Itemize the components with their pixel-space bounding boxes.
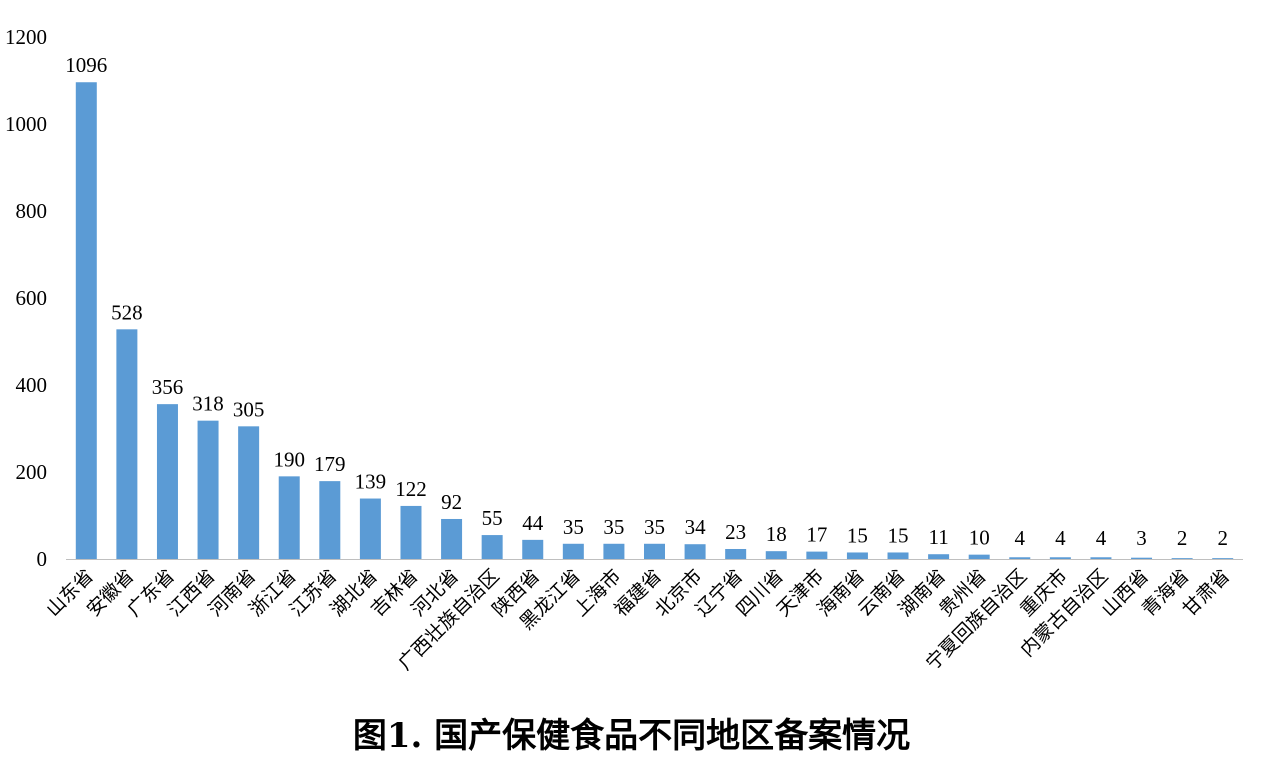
- bars-group: [75, 82, 1234, 560]
- y-tick-label: 600: [16, 286, 48, 310]
- bar: [278, 476, 300, 559]
- category-labels-group: 山东省安徽省广东省江西省河南省浙江省江苏省湖北省吉林省河北省广西壮族自治区陕西省…: [42, 565, 1234, 675]
- bar: [359, 498, 381, 559]
- bar: [116, 329, 138, 559]
- data-label: 179: [314, 452, 346, 476]
- data-label: 190: [273, 447, 305, 471]
- data-label: 318: [192, 392, 224, 416]
- chart-title: 图1. 国产保健食品不同地区备案情况: [352, 716, 911, 756]
- data-label: 3: [1136, 526, 1147, 550]
- bar: [319, 481, 341, 559]
- bar: [156, 404, 178, 559]
- bar: [806, 551, 828, 559]
- bar: [562, 543, 584, 559]
- y-tick-label: 200: [16, 460, 48, 484]
- bar: [887, 552, 909, 559]
- bar: [1131, 557, 1153, 559]
- data-label: 10: [969, 526, 990, 550]
- data-label: 2: [1217, 526, 1228, 550]
- y-tick-label: 0: [37, 547, 48, 571]
- data-label: 139: [355, 470, 387, 494]
- bar: [928, 554, 950, 559]
- bar: [522, 539, 544, 559]
- data-label: 44: [522, 511, 544, 535]
- bar: [441, 518, 463, 559]
- data-label: 1096: [65, 53, 107, 77]
- data-label: 4: [1015, 526, 1026, 550]
- data-label: 34: [685, 515, 707, 539]
- data-label: 4: [1096, 526, 1107, 550]
- data-label: 35: [603, 515, 624, 539]
- y-tick-label: 800: [16, 199, 48, 223]
- data-label: 18: [766, 522, 787, 546]
- category-label: 甘肃省: [1178, 565, 1234, 621]
- data-label: 4: [1055, 526, 1066, 550]
- bar: [238, 426, 260, 559]
- data-label: 35: [644, 515, 665, 539]
- data-label: 55: [482, 506, 503, 530]
- bar: [1171, 558, 1193, 559]
- data-label: 15: [888, 523, 909, 547]
- data-label: 23: [725, 520, 746, 544]
- bar: [1212, 558, 1234, 559]
- bar: [684, 544, 706, 559]
- data-label: 122: [395, 477, 427, 501]
- bar: [968, 554, 990, 559]
- y-tick-label: 400: [16, 373, 48, 397]
- y-tick-label: 1200: [5, 25, 47, 49]
- bar: [197, 420, 219, 559]
- bar: [400, 505, 422, 559]
- bar: [1049, 557, 1071, 559]
- bar: [603, 543, 625, 559]
- data-label: 305: [233, 397, 265, 421]
- bar: [481, 535, 503, 559]
- data-label: 17: [806, 523, 827, 547]
- bar: [1009, 557, 1031, 559]
- data-label: 92: [441, 490, 462, 514]
- y-axis: 0 200 400 600 800 1000 1200: [5, 25, 47, 571]
- bar: [644, 543, 665, 559]
- data-label: 356: [152, 375, 184, 399]
- bar: [765, 551, 787, 559]
- data-label: 35: [563, 515, 584, 539]
- data-label: 528: [111, 300, 143, 324]
- data-label: 2: [1177, 526, 1188, 550]
- bar: [75, 82, 97, 560]
- y-tick-label: 1000: [5, 112, 47, 136]
- bar: [1090, 557, 1112, 559]
- data-label: 15: [847, 523, 868, 547]
- bar: [846, 552, 868, 559]
- bar: [725, 548, 747, 559]
- data-label: 11: [928, 525, 948, 549]
